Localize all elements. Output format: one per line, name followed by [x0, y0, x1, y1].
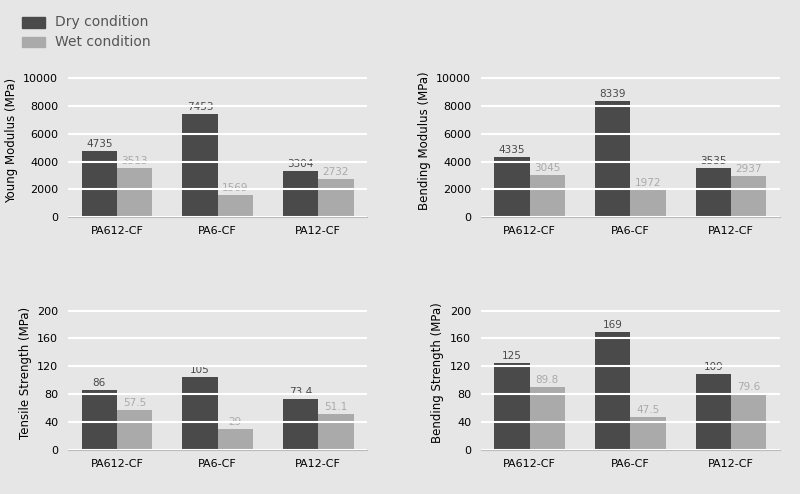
Text: 3535: 3535: [700, 156, 726, 166]
Bar: [494, 157, 530, 217]
Y-axis label: Young Modulus (MPa): Young Modulus (MPa): [5, 78, 18, 203]
Text: 79.6: 79.6: [737, 382, 760, 392]
Bar: [318, 414, 354, 450]
Text: 1972: 1972: [634, 178, 662, 188]
Bar: [630, 416, 666, 450]
Text: Wet condition: Wet condition: [55, 35, 150, 49]
Bar: [182, 376, 218, 450]
Bar: [218, 195, 253, 217]
Y-axis label: Bending Strength (MPa): Bending Strength (MPa): [431, 303, 445, 444]
Text: 86: 86: [93, 378, 106, 388]
Bar: [82, 390, 117, 450]
Text: 2937: 2937: [735, 165, 762, 174]
Text: 51.1: 51.1: [324, 402, 347, 412]
Text: 8339: 8339: [599, 89, 626, 99]
Bar: [595, 101, 630, 217]
Bar: [117, 168, 152, 217]
Text: 7453: 7453: [186, 102, 214, 112]
Text: Dry condition: Dry condition: [55, 15, 148, 29]
Bar: [117, 410, 152, 450]
Bar: [630, 190, 666, 217]
Bar: [530, 175, 565, 217]
Bar: [82, 151, 117, 217]
Text: 4335: 4335: [499, 145, 526, 155]
Text: 169: 169: [603, 320, 622, 330]
Bar: [696, 168, 731, 217]
Bar: [731, 394, 766, 450]
Bar: [182, 114, 218, 217]
Text: 105: 105: [190, 365, 210, 374]
Text: 89.8: 89.8: [536, 375, 559, 385]
Bar: [595, 332, 630, 450]
Bar: [283, 171, 318, 217]
Bar: [530, 387, 565, 450]
Y-axis label: Tensile Strength (MPa): Tensile Strength (MPa): [18, 307, 31, 439]
Text: 73.4: 73.4: [289, 386, 312, 397]
Bar: [696, 374, 731, 450]
Text: 3045: 3045: [534, 163, 561, 173]
Text: 109: 109: [704, 362, 723, 372]
Bar: [731, 176, 766, 217]
Text: 47.5: 47.5: [637, 405, 660, 414]
Y-axis label: Bending Modulus (MPa): Bending Modulus (MPa): [418, 71, 430, 210]
Text: 125: 125: [502, 351, 522, 361]
Text: 1569: 1569: [222, 183, 249, 193]
Bar: [283, 399, 318, 450]
Bar: [318, 179, 354, 217]
Text: 3513: 3513: [122, 156, 148, 166]
Text: 2732: 2732: [322, 167, 349, 177]
Text: 29: 29: [229, 417, 242, 427]
Text: 4735: 4735: [86, 139, 113, 149]
Bar: [494, 363, 530, 450]
Bar: [218, 429, 253, 450]
Text: 3304: 3304: [287, 159, 314, 169]
Text: 57.5: 57.5: [123, 398, 146, 408]
